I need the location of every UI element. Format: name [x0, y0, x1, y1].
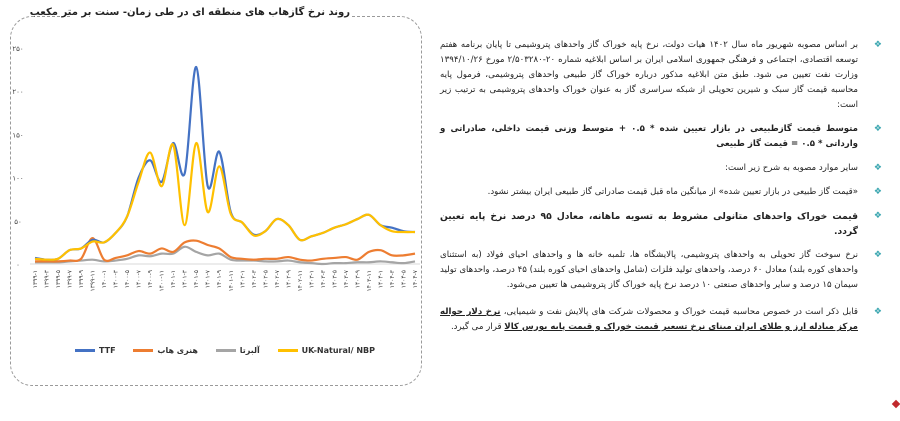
legend-swatch [277, 349, 298, 352]
x-tick-label: ۱۴۰۳-۷ [343, 269, 350, 288]
bullet-icon: ❖ [873, 307, 882, 318]
paragraph-text: «قیمت گاز طبیعی در بازار تعیین شده» از م… [487, 187, 858, 197]
x-tick-label: ۱۴۰۱-۳ [182, 269, 189, 288]
paragraph-text: قیمت خوراک واحدهای متانولی مشروط به تسوی… [440, 211, 858, 238]
x-tick-label: ۱۴۰۴-۷ [412, 269, 419, 288]
x-tick-label: ۱۴۰۰-۳ [113, 269, 120, 288]
paragraph-text: قرار می گیرد. [450, 322, 505, 333]
chart-title: روند نرخ گازهاب های منطقه ای در طی زمان-… [29, 7, 350, 18]
x-tick-label: ۱۴۰۴-۳ [389, 269, 396, 288]
series-line-0 [34, 65, 416, 261]
x-tick-label: ۱۴۰۳-۵ [331, 270, 338, 288]
bullet-icon: ❖ [873, 40, 882, 50]
x-tick-label: ۱۳۹۹-۹ [78, 270, 85, 288]
x-tick-label: ۱۴۰۲-۹ [285, 270, 292, 288]
paragraph-text: متوسط قیمت گازطبیعی در بازار تعیین شده *… [440, 124, 858, 149]
y-tick-label: ۰ [16, 261, 20, 269]
x-tick-label: ۱۴۰۰-۱ [101, 270, 108, 288]
x-tick-label: ۱۴۰۱-۹ [216, 270, 223, 288]
bullet-icon: ❖ [873, 124, 882, 134]
x-tick-label: ۱۴۰۲-۳ [251, 269, 258, 288]
chart-legend: TTF هنری هاب آلبرتا UK-Natural/ NBP [75, 346, 375, 355]
x-tick-label: ۱۴۰۳-۹ [354, 270, 361, 288]
paragraph-base-rate: ❖ بر اساس مصوبه شهریور ماه سال ۱۴۰۲ هیات … [440, 38, 882, 113]
y-tick-label: ۱۵۰ [12, 131, 23, 139]
x-tick-label: ۱۴۰۲-۱۱ [297, 270, 304, 292]
legend-item-nbp: UK-Natural/ NBP [277, 346, 375, 355]
x-tick-label: ۱۴۰۱-۵ [193, 270, 200, 288]
y-axis: ۰ ۵۰ ۱۰۰ ۱۵۰ ۲۰۰ ۲۵۰ [12, 45, 23, 269]
bullet-icon: ❖ [873, 163, 882, 173]
bullet-icon: ❖ [873, 211, 882, 222]
x-tick-label: ۱۴۰۲-۷ [274, 269, 281, 288]
paragraph-fuel-rate: ❖ نرخ سوخت گاز تحویلی به واحدهای پتروشیمی… [440, 248, 882, 293]
y-tick-label: ۲۰۰ [12, 88, 23, 96]
paragraph-methanol: ❖ قیمت خوراک واحدهای متانولی مشروط به تسو… [440, 209, 882, 239]
legend-label: آلبرتا [239, 346, 260, 355]
x-tick-label: ۱۴۰۱-۱۱ [228, 270, 235, 292]
series-line-3 [34, 141, 416, 261]
bullet-icon: ❖ [873, 250, 882, 261]
legend-swatch [215, 349, 236, 352]
paragraph-text: نرخ سوخت گاز تحویلی به واحدهای پتروشیمی،… [440, 250, 858, 291]
paragraph-text: بر اساس مصوبه شهریور ماه سال ۱۴۰۲ هیات د… [440, 40, 858, 110]
x-tick-label: ۱۴۰۰-۱۱ [159, 270, 166, 292]
x-tick-label: ۱۴۰۰-۹ [147, 270, 154, 288]
x-tick-label: ۱۴۰۲-۵ [262, 270, 269, 288]
paragraph-market-price: ❖ «قیمت گاز طبیعی در بازار تعیین شده» از … [440, 185, 882, 200]
y-tick-label: ۱۰۰ [12, 175, 23, 183]
legend-swatch [75, 349, 95, 352]
x-tick-label: ۱۳۹۹-۳ [44, 269, 51, 288]
x-tick-label: ۱۴۰۰-۷ [136, 269, 143, 288]
x-tick-label: ۱۳۹۹-۱۱ [90, 270, 97, 292]
line-chart: ۰ ۵۰ ۱۰۰ ۱۵۰ ۲۰۰ ۲۵۰ ۱۳۹۹-۱ ۱۳۹۹-۳ ۱۳۹۹-۵ ۱۳۹۹-۷… [12, 45, 420, 292]
x-tick-label: ۱۴۰۴-۱ [377, 270, 384, 288]
x-axis: ۱۳۹۹-۱ ۱۳۹۹-۳ ۱۳۹۹-۵ ۱۳۹۹-۷ ۱۳۹۹-۹ ۱۳۹۹-۱۱ ۱۴۰… [30, 263, 420, 292]
legend-item-henry-hub: هنری هاب [133, 346, 198, 355]
legend-label: TTF [99, 346, 116, 355]
document-text: ❖ بر اساس مصوبه شهریور ماه سال ۱۴۰۲ هیات … [440, 38, 882, 344]
paragraph-text: قابل ذکر است در خصوص محاسبه قیمت خوراک و… [500, 307, 858, 318]
page-marker-icon [891, 399, 900, 409]
x-tick-label: ۱۳۹۹-۵ [55, 270, 62, 288]
x-tick-label: ۱۴۰۱-۱ [170, 270, 177, 288]
x-tick-label: ۱۴۰۰-۵ [124, 270, 131, 288]
series-lines [34, 65, 416, 266]
bullet-icon: ❖ [873, 187, 882, 197]
series-line-2 [35, 245, 416, 266]
x-tick-label: ۱۳۹۹-۱ [32, 270, 39, 288]
x-tick-label: ۱۴۰۳-۳ [320, 269, 327, 288]
x-tick-label: ۱۳۹۹-۷ [67, 269, 74, 288]
paragraph-formula: ❖ متوسط قیمت گازطبیعی در بازار تعیین شده … [440, 122, 882, 152]
x-tick-label: ۱۴۰۳-۱ [308, 270, 315, 288]
x-tick-label: ۱۴۰۳-۱۱ [366, 270, 373, 292]
x-tick-label: ۱۴۰۲-۱ [239, 270, 246, 288]
x-tick-label: ۱۴۰۱-۷ [205, 269, 212, 288]
legend-swatch [133, 349, 154, 352]
paragraph-exchange-rate: ❖ قابل ذکر است در خصوص محاسبه قیمت خوراک … [440, 305, 882, 335]
legend-label: هنری هاب [157, 346, 198, 355]
series-line-1 [35, 236, 416, 263]
underlined-text: نرخ دلار حواله مرکز مبادله ارز و طلای ای… [440, 307, 858, 333]
y-tick-label: ۵۰ [14, 218, 22, 226]
legend-item-ttf: TTF [75, 346, 116, 355]
paragraph-other-items: ❖ سایر موارد مصوبه به شرح زیر است: [440, 161, 882, 176]
legend-label: UK-Natural/ NBP [301, 346, 375, 355]
x-tick-label: ۱۴۰۴-۵ [400, 270, 407, 288]
paragraph-text: سایر موارد مصوبه به شرح زیر است: [725, 163, 858, 173]
y-tick-label: ۲۵۰ [12, 45, 23, 53]
legend-item-alberta: آلبرتا [215, 346, 260, 355]
